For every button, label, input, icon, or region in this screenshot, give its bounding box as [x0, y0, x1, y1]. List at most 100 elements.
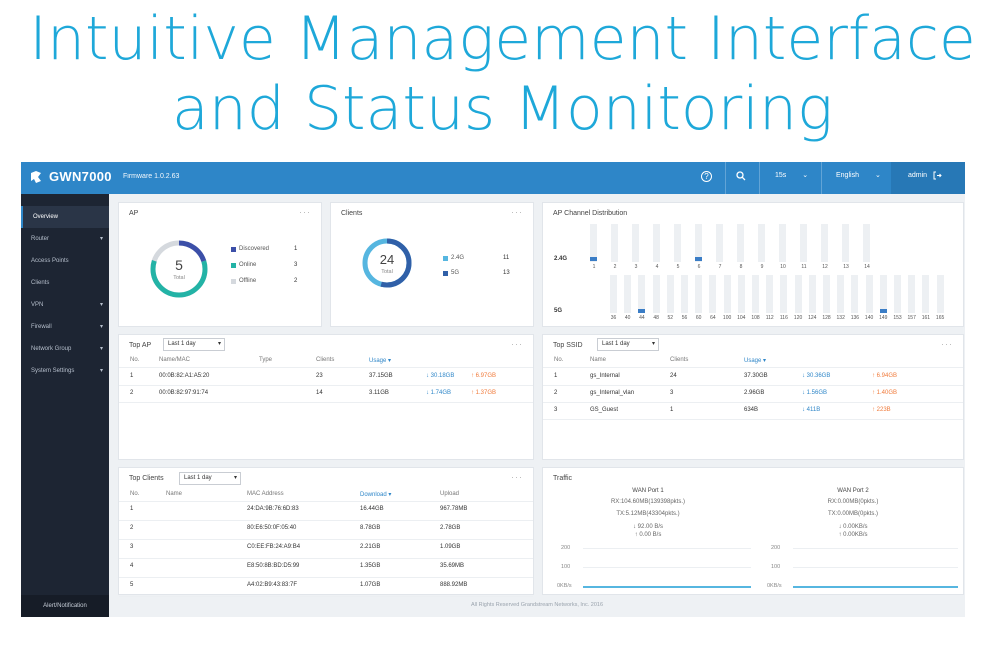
more-icon[interactable]: ··· [299, 207, 311, 217]
channel-bar [611, 224, 618, 262]
footer-copyright: All Rights Reserved Grandstream Networks… [470, 602, 604, 608]
channel-label: 8 [739, 264, 743, 270]
channel-label: 12 [822, 264, 828, 270]
ssid-download: ↓ 411B [802, 407, 821, 413]
sidebar-item-vpn[interactable]: VPN ▾ [21, 294, 109, 316]
top-clients-range-select[interactable]: Last 1 day ▾ [179, 472, 241, 485]
wan1-traffic-line [583, 586, 751, 588]
top-clients-card: Top Clients Last 1 day ▾ ··· No. Name MA… [118, 467, 534, 597]
help-button[interactable]: ? [701, 171, 712, 182]
channel-label: 132 [836, 315, 845, 321]
sidebar-item-access-points[interactable]: Access Points [21, 250, 109, 272]
band-2-4g-label: 2.4G [554, 256, 568, 262]
channel-label: 128 [822, 315, 831, 321]
table-row[interactable]: 1 00:0B:82:A1:A5:20 23 37.15GB ↓ 30.18GB ↑ 6.… [119, 369, 533, 386]
ap-download: ↓ 1.74GB [426, 390, 452, 396]
sidebar-item-firewall[interactable]: Firewall ▾ [21, 316, 109, 338]
language-select[interactable]: English ⌄ [836, 171, 881, 180]
table-row[interactable]: 1 24:DA:9B:76:6D:83 16.44GB 967.78MB [119, 502, 533, 521]
sidebar-item-label: Clients [31, 280, 50, 286]
channel-bar [823, 275, 830, 313]
range-value: Last 1 day [168, 341, 196, 347]
table-row[interactable]: 3 C0:EE:FB:24:A9:B4 2.21GB 1.09GB [119, 540, 533, 559]
ssid-upload: ↑ 223B [872, 407, 891, 413]
table-row[interactable]: 1 gs_Internal 24 37.30GB ↓ 30.36GB ↑ 6.94GB [543, 369, 963, 386]
product-name: GWN7000 [49, 169, 112, 184]
column-header-usage[interactable]: Usage ▾ [369, 358, 392, 364]
column-header: Clients [316, 357, 335, 363]
language-value: English [836, 171, 859, 179]
sidebar-item-label: Access Points [31, 258, 69, 264]
channel-bar [723, 275, 731, 313]
wan2-name: WAN Port 2 [837, 488, 869, 494]
table-row[interactable]: 2 00:0B:82:97:91:74 14 3.11GB ↓ 1.74GB ↑ 1.37… [119, 386, 533, 403]
refresh-interval-select[interactable]: 15s ⌄ [775, 171, 808, 180]
sidebar-item-system-settings[interactable]: System Settings ▾ [21, 360, 109, 382]
channel-bar [863, 224, 870, 262]
client-download: 16.44GB [360, 506, 384, 512]
legend-5g: 5G [443, 270, 459, 276]
channel-bar [638, 275, 646, 313]
legend-online: Online [231, 262, 256, 268]
user-menu[interactable]: admin [891, 162, 965, 194]
more-icon[interactable]: ··· [511, 339, 523, 349]
channel-in-use-marker [879, 309, 887, 313]
ssid-clients: 24 [670, 373, 677, 379]
table-row[interactable]: 5 A4:02:B9:43:83:7F 1.07GB 888.92MB [119, 578, 533, 597]
client-download: 1.07GB [360, 582, 381, 588]
sidebar-item-network-group[interactable]: Network Group ▾ [21, 338, 109, 360]
table-row[interactable]: 2 80:E6:50:0F:05:40 8.78GB 2.78GB [119, 521, 533, 540]
channel-label: 60 [695, 315, 702, 321]
firmware-version: Firmware 1.0.2.63 [123, 173, 180, 180]
sidebar-item-label: Firewall [31, 324, 52, 330]
table-row[interactable]: 2 gs_Internal_vlan 3 2.96GB ↓ 1.56GB ↑ 1.40GB [543, 386, 963, 403]
search-button[interactable] [736, 171, 746, 181]
more-icon[interactable]: ··· [511, 207, 523, 217]
more-icon[interactable]: ··· [511, 472, 523, 482]
hero-line-2: and Status Monitoring [172, 74, 833, 144]
legend-offline-value: 2 [294, 278, 298, 284]
ssid-usage: 2.96GB [744, 390, 765, 396]
top-ssid-range-select[interactable]: Last 1 day ▾ [597, 338, 659, 351]
row-number: 2 [554, 390, 558, 396]
row-divider [119, 596, 533, 597]
channel-bar [842, 224, 849, 262]
sidebar-item-router[interactable]: Router ▾ [21, 228, 109, 250]
column-header: Clients [670, 357, 689, 363]
more-icon[interactable]: ··· [941, 339, 953, 349]
column-header-download[interactable]: Download ▾ [360, 492, 392, 498]
top-ap-range-select[interactable]: Last 1 day ▾ [163, 338, 225, 351]
column-header-usage[interactable]: Usage ▾ [744, 358, 767, 364]
sidebar-item-clients[interactable]: Clients [21, 272, 109, 294]
channel-bar [590, 224, 597, 262]
wan2-tx: TX:0.00MB(0pkts.) [827, 511, 878, 517]
channel-label: 116 [779, 315, 788, 321]
logout-icon[interactable] [933, 171, 942, 180]
row-number: 5 [130, 582, 134, 588]
channel-bar [653, 224, 660, 262]
channel-bar [681, 275, 688, 313]
channel-label: 7 [718, 264, 722, 270]
channel-bar [716, 224, 723, 262]
product-logo[interactable]: GWN7000 [29, 169, 112, 184]
table-row[interactable]: 4 E8:50:8B:BD:D5:99 1.35GB 35.69MB [119, 559, 533, 578]
ap-donut-chart [150, 240, 208, 298]
alert-notification-button[interactable]: Alert/Notification [21, 595, 109, 617]
row-number: 1 [554, 373, 558, 379]
row-divider [543, 419, 963, 420]
column-header: Type [259, 357, 273, 363]
column-header: MAC Address [247, 491, 284, 497]
sidebar-item-overview[interactable]: Overview [21, 206, 109, 228]
channel-bar [779, 224, 786, 262]
channel-label: 120 [793, 315, 803, 321]
channel-bar [794, 275, 802, 313]
sidebar-item-label: Overview [33, 214, 59, 220]
ssid-name: gs_Internal [590, 373, 620, 379]
channel-label: 136 [850, 315, 860, 321]
caret-down-icon: ▾ [99, 368, 103, 374]
legend-discovered-value: 1 [294, 246, 298, 252]
table-row[interactable]: 3 GS_Guest 1 634B ↓ 411B ↑ 223B [543, 403, 963, 420]
row-number: 3 [554, 407, 558, 413]
client-mac: C0:EE:FB:24:A9:B4 [247, 544, 301, 550]
wan2-traffic-line [793, 586, 958, 588]
